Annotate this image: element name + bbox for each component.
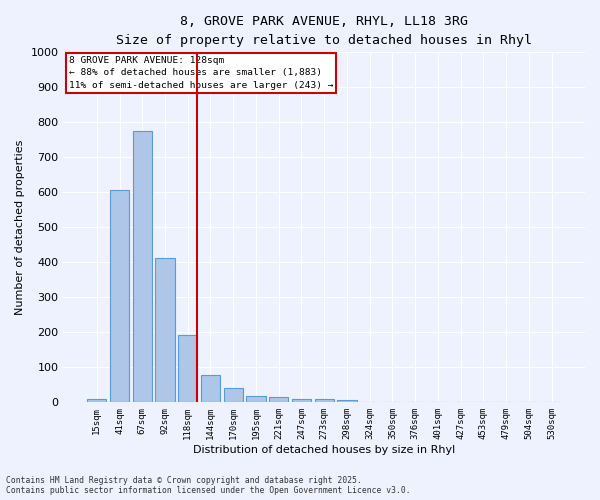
X-axis label: Distribution of detached houses by size in Rhyl: Distribution of detached houses by size … [193,445,455,455]
Bar [314,399,334,402]
Bar [133,131,152,402]
Bar [178,335,197,402]
Bar [247,396,266,402]
Bar [337,400,356,402]
Text: 8 GROVE PARK AVENUE: 128sqm
← 88% of detached houses are smaller (1,883)
11% of : 8 GROVE PARK AVENUE: 128sqm ← 88% of det… [68,56,333,90]
Bar [224,388,243,402]
Text: Contains HM Land Registry data © Crown copyright and database right 2025.
Contai: Contains HM Land Registry data © Crown c… [6,476,410,495]
Bar [110,190,129,402]
Bar [87,399,106,402]
Title: 8, GROVE PARK AVENUE, RHYL, LL18 3RG
Size of property relative to detached house: 8, GROVE PARK AVENUE, RHYL, LL18 3RG Siz… [116,15,532,47]
Bar [292,399,311,402]
Bar [155,258,175,402]
Y-axis label: Number of detached properties: Number of detached properties [15,140,25,315]
Bar [269,397,289,402]
Bar [201,375,220,402]
